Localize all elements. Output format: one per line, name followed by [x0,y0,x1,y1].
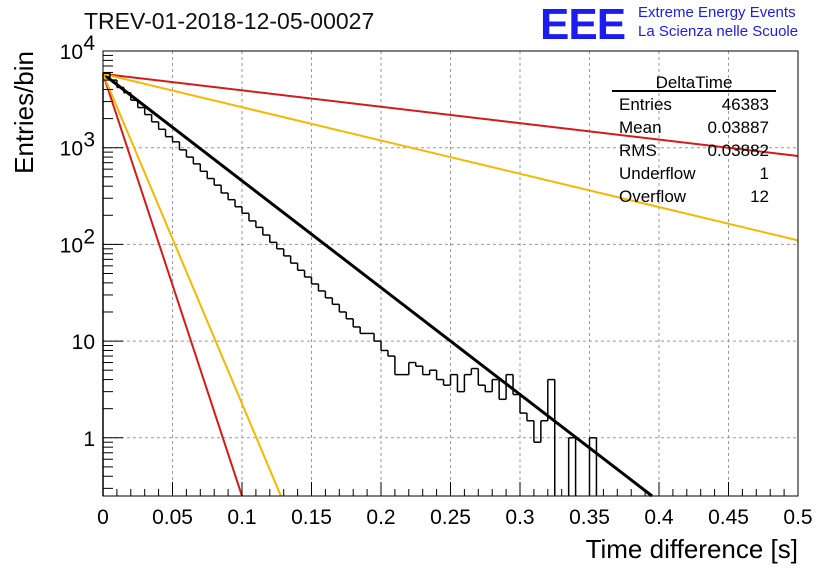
y-tick-exponent: 4 [83,32,95,55]
x-tick-label: 0.35 [569,506,610,529]
fit-lines [102,72,799,498]
x-axis-label: Time difference [s] [586,534,798,564]
x-tick-label: 0.15 [291,506,332,529]
y-axis-label: Entries/bin [9,51,39,174]
logo-text: Extreme Energy Events La Scienza nelle S… [638,3,798,41]
stats-value: 0.03882 [708,141,769,160]
x-tick-label: 0.25 [430,506,471,529]
stats-label: Entries [619,95,672,114]
axis-ticks: 0 0.05 0.1 0.15 0.2 0.25 0.3 0.35 0.4 0.45 0.5 1 10 1… [60,32,813,529]
x-tick-label: 0.5 [783,506,812,529]
model-line [102,73,243,497]
x-tick-label: 0.05 [152,506,193,529]
logo-line-1: Extreme Energy Events [638,4,796,21]
stats-value: 46383 [722,95,769,114]
stats-value: 1 [760,164,769,183]
stats-value: 0.03887 [708,118,769,137]
y-tick-label: 10 [72,331,95,354]
logo-line-2: La Scienza nelle Scuole [638,23,799,40]
x-tick-label: 0.4 [644,506,674,529]
eee-logo: EEE [540,0,626,49]
y-tick-exponent: 2 [83,225,95,248]
model-line [102,72,799,242]
fit-line [102,72,653,498]
stats-value: 12 [750,187,769,206]
x-tick-label: 0.3 [505,506,534,529]
y-tick-label: 10 [60,234,83,257]
stats-title: DeltaTime [656,73,733,92]
stats-label: Overflow [619,187,687,206]
grid-lines [103,51,798,496]
stats-label: Mean [619,118,662,137]
stats-label: RMS [619,141,657,160]
x-tick-label: 0 [97,506,109,529]
y-tick-label: 1 [83,428,95,451]
y-tick-label: 10 [60,41,83,64]
y-tick-label: 10 [60,138,83,161]
model-line [102,72,799,158]
model-line [102,73,282,497]
stats-label: Underflow [619,164,696,183]
histogram-bars [102,72,598,496]
stats-box: DeltaTime Entries 46383 Mean 0.03887 RMS 0.038… [612,73,776,206]
chart-title: TREV-01-2018-12-05-00027 [84,8,375,34]
x-tick-label: 0.2 [366,506,395,529]
y-tick-exponent: 3 [83,129,95,152]
x-tick-label: 0.1 [227,506,256,529]
x-tick-label: 0.45 [708,506,749,529]
